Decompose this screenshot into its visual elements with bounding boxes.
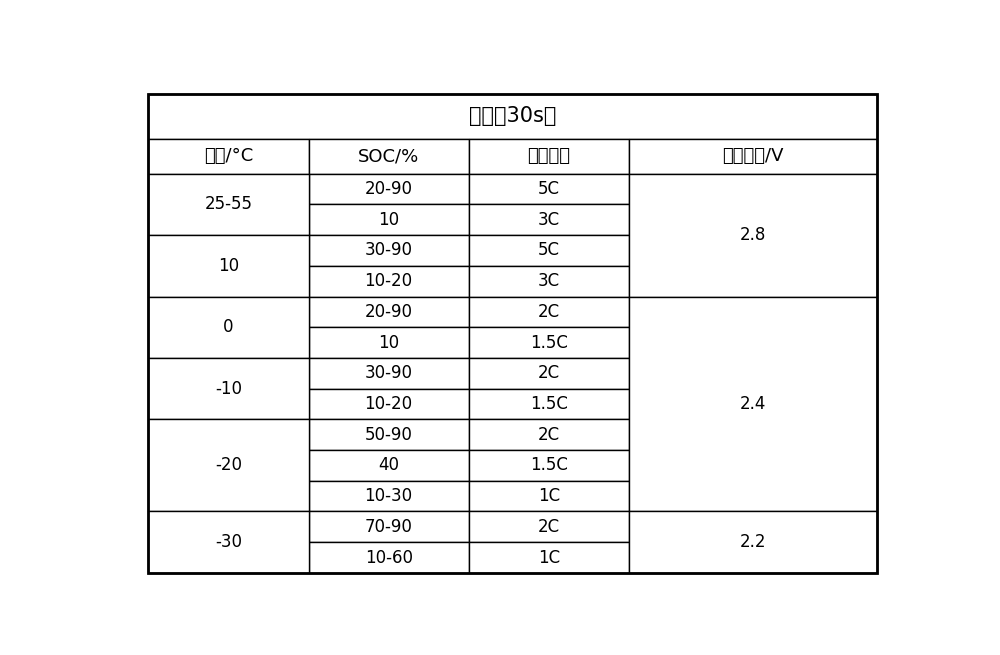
Text: 1.5C: 1.5C	[530, 395, 568, 413]
Text: 70-90: 70-90	[365, 518, 413, 536]
Bar	[148, 512, 309, 573]
Bar	[629, 512, 877, 573]
Bar	[309, 358, 469, 388]
Text: 5C: 5C	[538, 180, 560, 198]
Bar	[469, 542, 629, 573]
Text: -20: -20	[215, 457, 242, 474]
Text: 10-20: 10-20	[365, 272, 413, 290]
Text: 20-90: 20-90	[365, 180, 413, 198]
Text: 10-20: 10-20	[365, 395, 413, 413]
Bar	[629, 140, 877, 174]
Text: 10: 10	[378, 211, 399, 229]
Bar	[309, 419, 469, 450]
Text: SOC/%: SOC/%	[358, 147, 419, 166]
Bar	[629, 297, 877, 512]
Bar	[309, 388, 469, 419]
Text: 3C: 3C	[538, 211, 560, 229]
Text: 0: 0	[223, 318, 234, 336]
Bar	[469, 140, 629, 174]
Bar	[469, 388, 629, 419]
Bar	[148, 419, 309, 512]
Bar	[469, 419, 629, 450]
Bar	[469, 481, 629, 512]
Text: 30-90: 30-90	[365, 242, 413, 259]
Text: 2.4: 2.4	[740, 395, 766, 413]
Bar	[309, 204, 469, 235]
Text: 2C: 2C	[538, 364, 560, 383]
Text: 50-90: 50-90	[365, 426, 413, 443]
Bar	[148, 140, 309, 174]
Bar	[469, 174, 629, 204]
Text: 10: 10	[218, 257, 239, 275]
Text: 3C: 3C	[538, 272, 560, 290]
Text: 40: 40	[378, 457, 399, 474]
Text: 1C: 1C	[538, 487, 560, 505]
Bar	[309, 450, 469, 481]
Bar	[469, 204, 629, 235]
Bar	[629, 174, 877, 297]
Text: 30-90: 30-90	[365, 364, 413, 383]
Text: 2.8: 2.8	[740, 226, 766, 244]
Bar	[309, 512, 469, 542]
Bar	[309, 542, 469, 573]
Bar	[469, 266, 629, 297]
Text: 2C: 2C	[538, 518, 560, 536]
Bar	[148, 297, 309, 358]
Text: 25-55: 25-55	[204, 195, 252, 214]
Text: 20-90: 20-90	[365, 303, 413, 321]
Bar	[148, 358, 309, 419]
Bar	[148, 174, 309, 235]
Text: 2C: 2C	[538, 303, 560, 321]
Text: 脉放电流: 脉放电流	[527, 147, 570, 166]
Text: -30: -30	[215, 533, 242, 551]
Bar	[469, 235, 629, 266]
Bar	[309, 140, 469, 174]
Bar	[309, 328, 469, 358]
Text: -10: -10	[215, 380, 242, 398]
Text: 温度/°C: 温度/°C	[204, 147, 253, 166]
Bar	[148, 235, 309, 297]
Bar	[469, 297, 629, 328]
Bar	[469, 450, 629, 481]
Bar	[148, 94, 877, 140]
Bar	[309, 297, 469, 328]
Text: 截止电压/V: 截止电压/V	[722, 147, 784, 166]
Bar	[309, 174, 469, 204]
Text: 10: 10	[378, 333, 399, 352]
Bar	[469, 512, 629, 542]
Text: 1.5C: 1.5C	[530, 333, 568, 352]
Text: 1.5C: 1.5C	[530, 457, 568, 474]
Text: 1C: 1C	[538, 548, 560, 567]
Text: 放电（30s）: 放电（30s）	[469, 107, 556, 126]
Text: 10-60: 10-60	[365, 548, 413, 567]
Text: 5C: 5C	[538, 242, 560, 259]
Bar	[469, 358, 629, 388]
Text: 2.2: 2.2	[740, 533, 766, 551]
Bar	[469, 328, 629, 358]
Text: 10-30: 10-30	[365, 487, 413, 505]
Text: 2C: 2C	[538, 426, 560, 443]
Bar	[309, 235, 469, 266]
Bar	[309, 481, 469, 512]
Bar	[309, 266, 469, 297]
